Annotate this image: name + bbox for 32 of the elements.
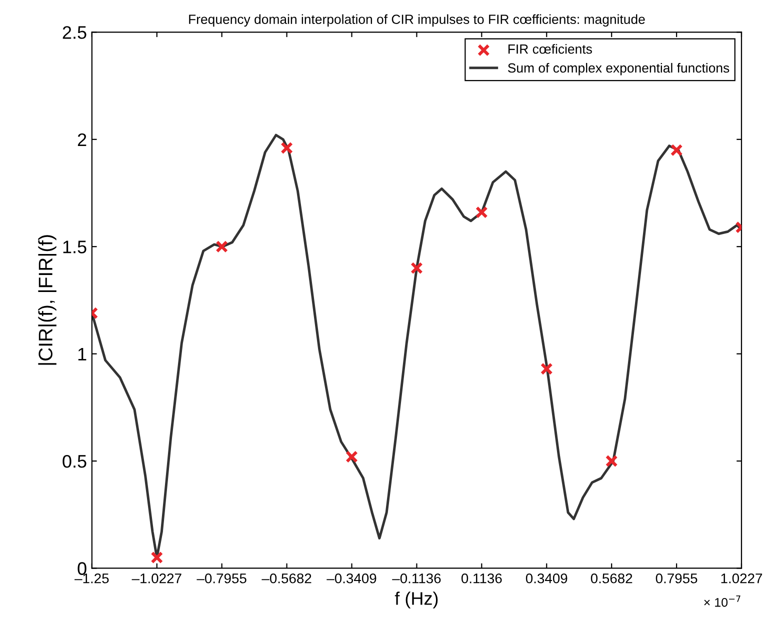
chart-title: Frequency domain interpolation of CIR impulses to FIR cœfficients: magnitude bbox=[189, 14, 645, 27]
x-tick-label: 1.0227 bbox=[721, 573, 762, 584]
x-tick-label: –0.1136 bbox=[392, 573, 441, 584]
y-tick-label: 0 bbox=[78, 562, 86, 575]
point bbox=[150, 551, 164, 564]
x-axis-title: f (Hz) bbox=[394, 592, 438, 608]
x-tick-label: 0.7955 bbox=[656, 573, 698, 584]
point bbox=[346, 450, 358, 463]
y-tick-label: 1.5 bbox=[63, 240, 86, 254]
x-tick-label: –1.25 bbox=[74, 573, 109, 584]
x-tick-label: 0.3409 bbox=[526, 573, 568, 584]
x-tick-label: 0.1136 bbox=[461, 573, 502, 584]
legend-label: FIR cœficients bbox=[508, 44, 592, 54]
y-tick-label: 2 bbox=[78, 133, 86, 146]
point bbox=[475, 206, 488, 218]
point bbox=[216, 240, 228, 253]
legend-label: Sum of complex exponential functions bbox=[508, 62, 730, 76]
point bbox=[670, 144, 683, 156]
x-tick-label: –0.7955 bbox=[196, 573, 246, 584]
y-tick-label: 2.5 bbox=[62, 26, 86, 39]
y-tick-label: 1 bbox=[78, 348, 86, 360]
point bbox=[410, 262, 423, 274]
point bbox=[540, 362, 553, 376]
y-tick-label: 0.5 bbox=[62, 454, 86, 468]
point bbox=[280, 142, 293, 154]
x-tick-label: –1.0227 bbox=[132, 573, 182, 584]
x-tick-label: –0.5682 bbox=[262, 573, 312, 584]
point bbox=[605, 454, 618, 468]
text: × 10$^{−7}$ bbox=[704, 596, 740, 607]
x-tick-label: –0.3409 bbox=[326, 573, 376, 584]
x-tick-label: 0.5682 bbox=[590, 573, 632, 584]
y-axis-title: |CIR|(f), |FIR|(f) bbox=[38, 235, 56, 365]
